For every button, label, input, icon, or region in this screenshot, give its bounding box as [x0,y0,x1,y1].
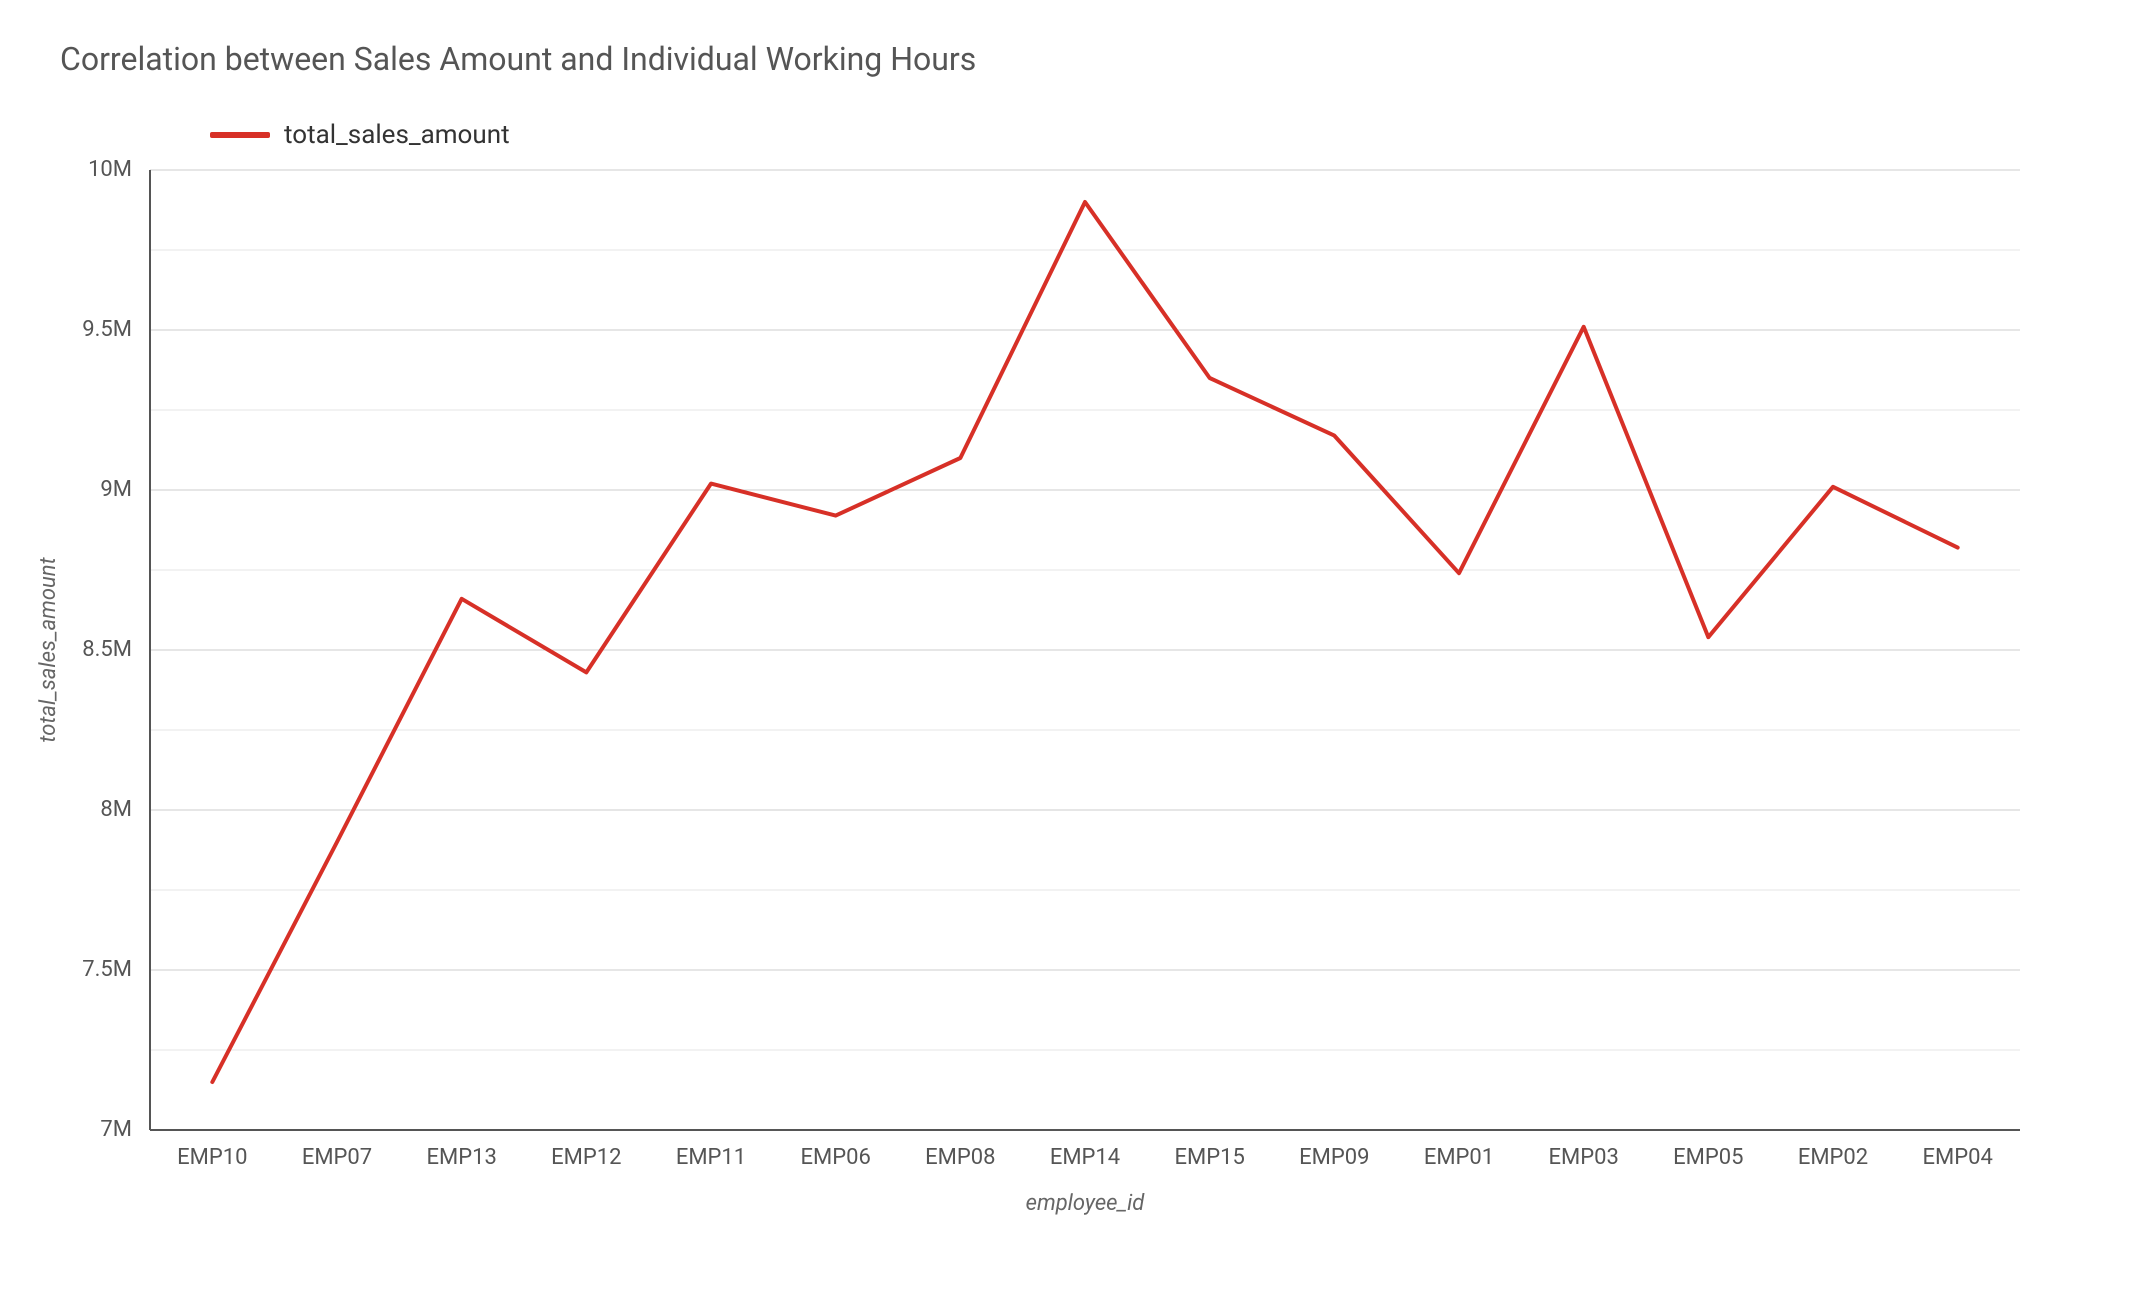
x-tick-label: EMP12 [551,1145,621,1170]
y-tick-label: 8M [100,797,132,822]
line-chart: 7M 7.5M 8M 8.5M 9M 9.5M 10M EMP10 EMP07 EMP13 EMP1… [0,0,2144,1310]
x-tick-label: EMP09 [1299,1145,1369,1170]
x-tick-label: EMP02 [1798,1145,1868,1170]
x-tick-label: EMP13 [427,1145,497,1170]
y-tick-label: 7M [100,1117,132,1142]
x-tick-label: EMP03 [1549,1145,1619,1170]
x-tick-label: EMP04 [1923,1145,1993,1170]
y-tick-label: 10M [88,157,132,182]
x-tick-label: EMP06 [801,1145,871,1170]
x-tick-label: EMP10 [177,1145,247,1170]
y-tick-label: 9M [100,477,132,502]
y-tick-label: 7.5M [82,957,132,982]
y-axis-label: total_sales_amount [36,556,61,742]
x-tick-label: EMP15 [1175,1145,1245,1170]
x-tick-label: EMP07 [302,1145,372,1170]
x-tick-label: EMP14 [1050,1145,1120,1170]
x-tick-label: EMP11 [676,1145,746,1170]
x-tick-label: EMP08 [925,1145,995,1170]
y-tick-label: 8.5M [82,637,132,662]
chart-container: Correlation between Sales Amount and Ind… [0,0,2144,1310]
x-tick-label: EMP01 [1424,1145,1494,1170]
x-tick-label: EMP05 [1673,1145,1743,1170]
y-tick-label: 9.5M [82,317,132,342]
x-axis-label: employee_id [1026,1191,1146,1216]
series-line-total_sales_amount [212,202,1957,1082]
